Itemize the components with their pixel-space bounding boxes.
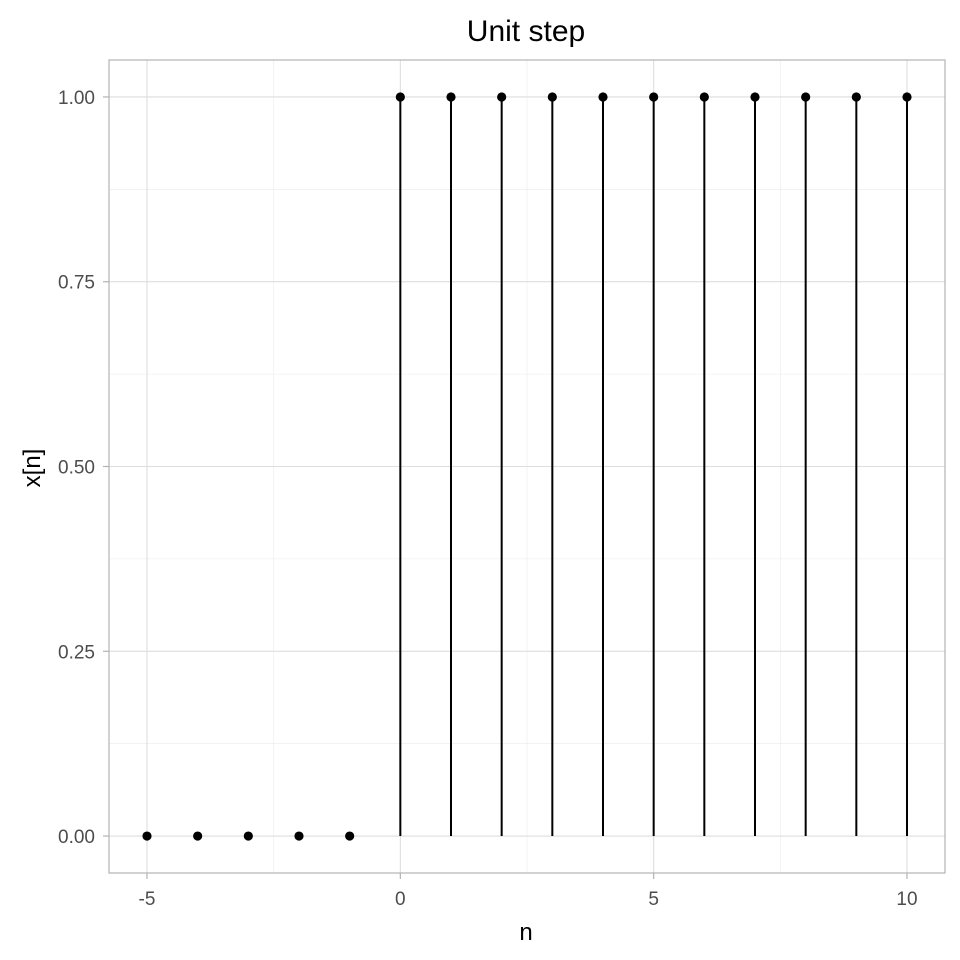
data-point xyxy=(801,92,811,102)
y-tick-label: 0.25 xyxy=(58,642,95,663)
y-axis-title: x[n] xyxy=(19,449,46,488)
data-point xyxy=(294,831,304,841)
data-point xyxy=(395,92,405,102)
x-tick-label: 5 xyxy=(648,889,659,910)
data-point xyxy=(598,92,608,102)
data-point xyxy=(345,831,355,841)
y-tick-label: 1.00 xyxy=(58,88,95,109)
x-axis-ticks: -5 0 5 10 xyxy=(139,873,918,910)
data-point xyxy=(547,92,557,102)
data-point xyxy=(851,92,861,102)
data-point xyxy=(902,92,912,102)
x-tick-label: -5 xyxy=(139,889,156,910)
data-point xyxy=(243,831,253,841)
x-tick-label: 10 xyxy=(896,889,917,910)
data-point xyxy=(750,92,760,102)
y-tick-label: 0.00 xyxy=(58,827,95,848)
data-point xyxy=(446,92,456,102)
y-axis-ticks: 0.00 0.25 0.50 0.75 1.00 xyxy=(58,88,109,848)
data-point xyxy=(142,831,152,841)
y-tick-label: 0.75 xyxy=(58,273,95,294)
data-marks xyxy=(142,92,912,841)
chart-title: Unit step xyxy=(467,15,585,48)
y-tick-label: 0.50 xyxy=(58,458,95,479)
x-tick-label: 0 xyxy=(395,889,406,910)
data-point xyxy=(497,92,507,102)
data-point xyxy=(699,92,709,102)
data-point xyxy=(649,92,659,102)
x-axis-title: n xyxy=(519,919,532,946)
data-point xyxy=(193,831,203,841)
